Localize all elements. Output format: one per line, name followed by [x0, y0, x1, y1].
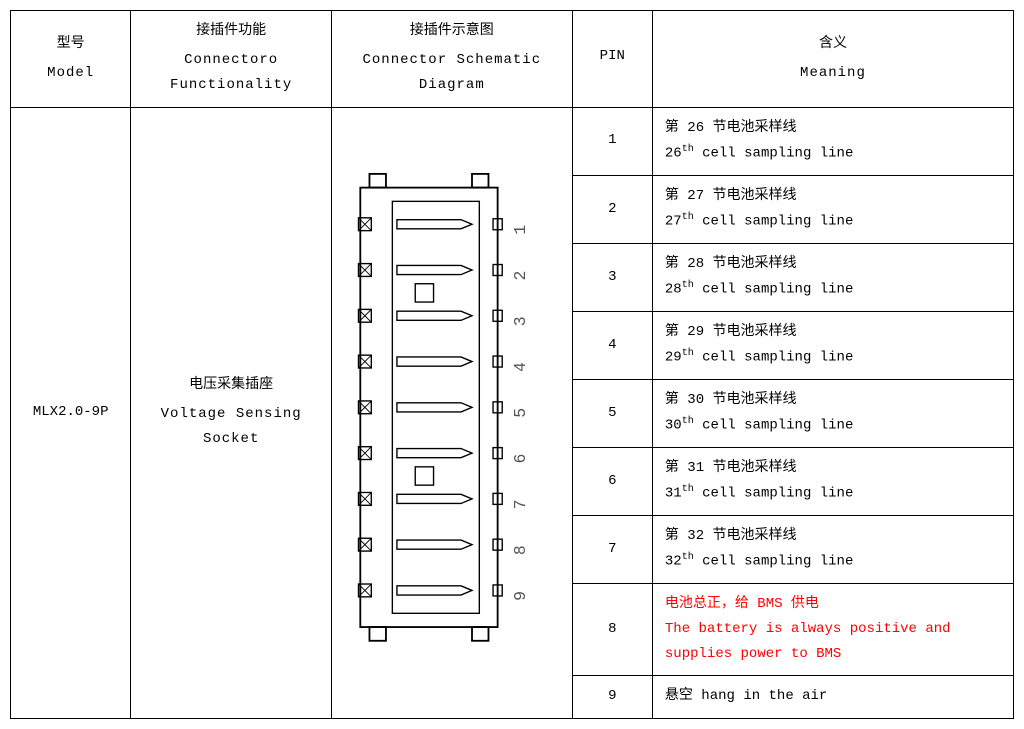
pin-number: 3: [572, 243, 652, 311]
header-pin: PIN: [572, 11, 652, 108]
pin-meaning: 第 26 节电池采样线26th cell sampling line: [652, 107, 1013, 175]
svg-text:3: 3: [511, 316, 530, 326]
meaning-en: The battery is always positive and suppl…: [665, 617, 1007, 667]
pin-meaning: 第 29 节电池采样线29th cell sampling line: [652, 311, 1013, 379]
meaning-cn: 电池总正，给 BMS 供电: [665, 592, 1007, 617]
pin-number: 4: [572, 311, 652, 379]
pin-number: 1: [572, 107, 652, 175]
meaning-cn: 第 32 节电池采样线: [665, 524, 1007, 549]
pin-number: 5: [572, 379, 652, 447]
meaning-en: 28th cell sampling line: [665, 277, 1007, 303]
svg-text:8: 8: [511, 545, 530, 555]
pin-number: 6: [572, 447, 652, 515]
pin-number: 9: [572, 676, 652, 718]
pin-meaning: 电池总正，给 BMS 供电The battery is always posit…: [652, 583, 1013, 676]
pin-number: 7: [572, 515, 652, 583]
meaning-en: 32th cell sampling line: [665, 549, 1007, 575]
meaning-cn: 第 30 节电池采样线: [665, 388, 1007, 413]
meaning-cn: 第 26 节电池采样线: [665, 116, 1007, 141]
pin-meaning: 第 31 节电池采样线31th cell sampling line: [652, 447, 1013, 515]
meaning-en: 29th cell sampling line: [665, 345, 1007, 371]
connector-schematic-svg: 1 2 3 4 5 6 7 8 9: [342, 151, 562, 664]
svg-text:1: 1: [511, 225, 530, 235]
svg-text:9: 9: [511, 591, 530, 601]
pin-meaning: 悬空 hang in the air: [652, 676, 1013, 718]
pin-number: 8: [572, 583, 652, 676]
model-cell: MLX2.0-9P: [11, 107, 131, 718]
header-model-en: Model: [17, 61, 124, 86]
header-meaning-en: Meaning: [659, 61, 1007, 86]
header-meaning: 含义 Meaning: [652, 11, 1013, 108]
diagram-cell: 1 2 3 4 5 6 7 8 9: [331, 107, 572, 718]
svg-text:2: 2: [511, 271, 530, 281]
meaning-cn: 第 28 节电池采样线: [665, 252, 1007, 277]
table-row: MLX2.0-9P电压采集插座Voltage Sensing Socket123…: [11, 107, 1014, 175]
functionality-cell: 电压采集插座 Voltage Sensing Socket: [131, 107, 332, 718]
header-model: 型号 Model: [11, 11, 131, 108]
pinout-table: 型号 Model 接插件功能 Connectoro Functionality …: [10, 10, 1014, 719]
meaning-cn: 第 31 节电池采样线: [665, 456, 1007, 481]
pin-meaning: 第 28 节电池采样线28th cell sampling line: [652, 243, 1013, 311]
svg-text:7: 7: [511, 500, 530, 510]
table-body: MLX2.0-9P电压采集插座Voltage Sensing Socket123…: [11, 107, 1014, 718]
func-en: Voltage Sensing Socket: [137, 402, 325, 452]
svg-text:6: 6: [511, 454, 530, 464]
svg-text:5: 5: [511, 408, 530, 418]
header-diagram-cn: 接插件示意图: [338, 19, 566, 44]
header-func-cn: 接插件功能: [137, 19, 325, 44]
meaning-text: 悬空 hang in the air: [665, 684, 1007, 709]
header-model-cn: 型号: [17, 32, 124, 57]
header-diagram: 接插件示意图 Connector Schematic Diagram: [331, 11, 572, 108]
header-pin-cn: PIN: [579, 44, 646, 69]
pin-meaning: 第 30 节电池采样线30th cell sampling line: [652, 379, 1013, 447]
func-cn: 电压采集插座: [137, 373, 325, 398]
meaning-en: 26th cell sampling line: [665, 141, 1007, 167]
pin-meaning: 第 32 节电池采样线32th cell sampling line: [652, 515, 1013, 583]
header-row: 型号 Model 接插件功能 Connectoro Functionality …: [11, 11, 1014, 108]
header-meaning-cn: 含义: [659, 32, 1007, 57]
meaning-cn: 第 27 节电池采样线: [665, 184, 1007, 209]
pin-meaning: 第 27 节电池采样线27th cell sampling line: [652, 175, 1013, 243]
header-func-en: Connectoro Functionality: [137, 48, 325, 98]
meaning-en: 31th cell sampling line: [665, 481, 1007, 507]
header-functionality: 接插件功能 Connectoro Functionality: [131, 11, 332, 108]
pin-number: 2: [572, 175, 652, 243]
meaning-en: 30th cell sampling line: [665, 413, 1007, 439]
meaning-en: 27th cell sampling line: [665, 209, 1007, 235]
meaning-cn: 第 29 节电池采样线: [665, 320, 1007, 345]
svg-text:4: 4: [511, 362, 530, 372]
header-diagram-en: Connector Schematic Diagram: [338, 48, 566, 98]
